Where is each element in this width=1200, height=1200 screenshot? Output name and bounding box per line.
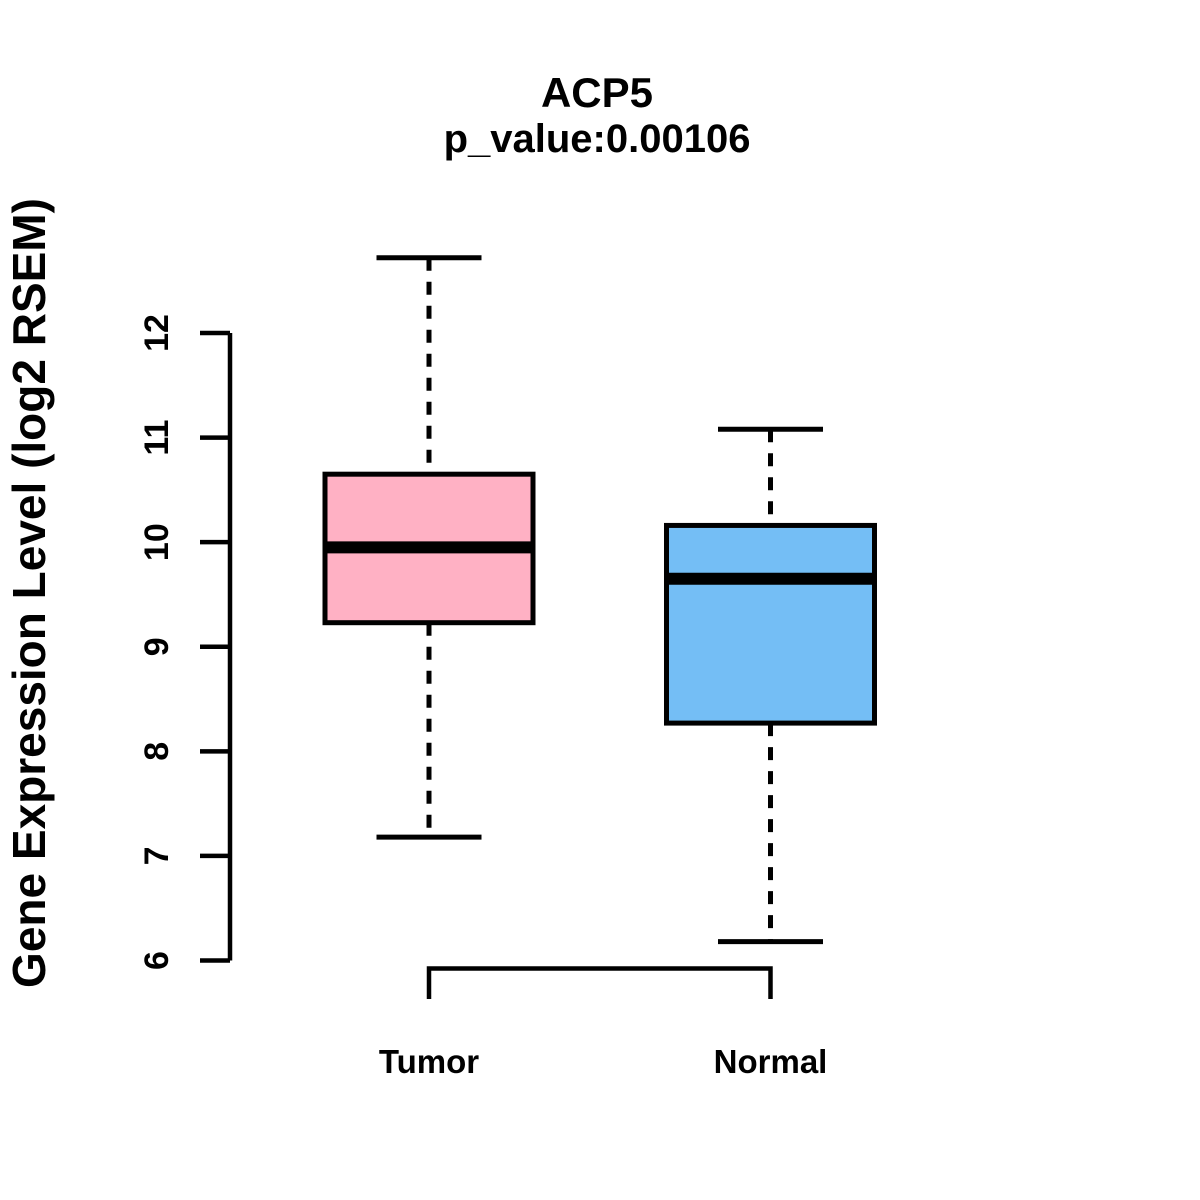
y-tick-label-7: 7 — [138, 846, 176, 865]
y-tick-label-10: 10 — [138, 523, 176, 561]
chart-title: ACP5 — [541, 69, 653, 116]
boxes — [322, 255, 877, 945]
category-label-normal: Normal — [714, 1043, 828, 1080]
y-tick-label-6: 6 — [138, 951, 176, 970]
x-axis-bracket — [426, 966, 773, 999]
y-tick-label-11: 11 — [138, 420, 176, 456]
normal-iqr-box — [664, 522, 877, 726]
y-tick-label-9: 9 — [138, 637, 176, 656]
y-axis-title: Gene Expression Level (log2 RSEM) — [3, 198, 55, 988]
y-tick-label-12: 12 — [138, 314, 176, 352]
chart-subtitle-pvalue: p_value:0.00106 — [444, 117, 751, 161]
y-tick-label-8: 8 — [138, 742, 176, 761]
x-axis: Tumor Normal — [379, 966, 828, 1080]
category-label-tumor: Tumor — [379, 1043, 479, 1080]
y-axis: 6 7 8 9 10 11 12 — [138, 314, 233, 970]
